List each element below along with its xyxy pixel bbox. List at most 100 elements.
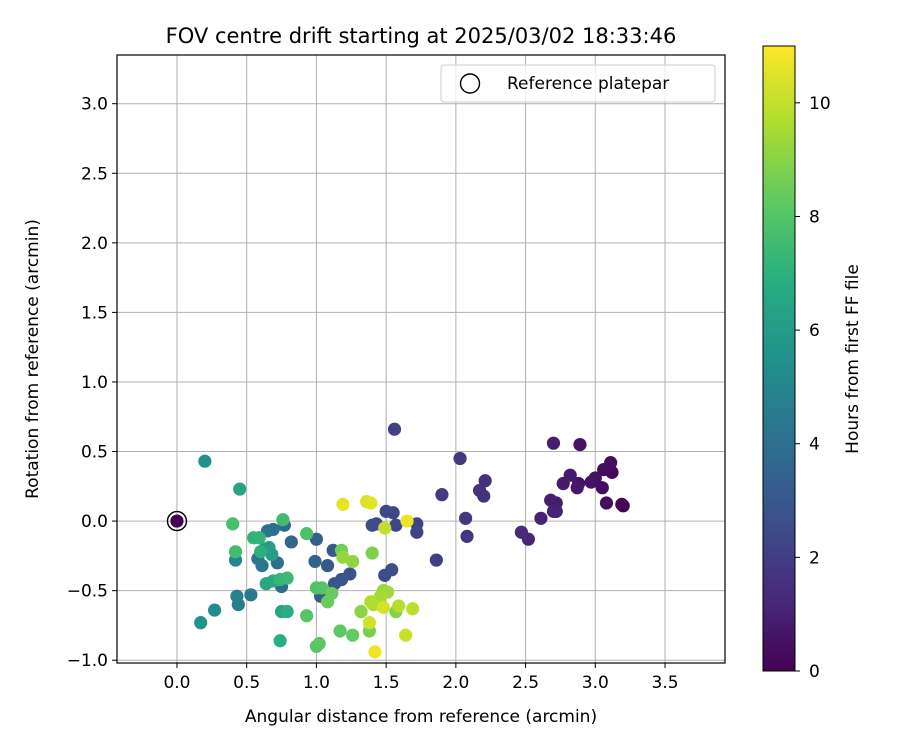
x-tick-label: 3.0	[582, 673, 609, 693]
data-point	[346, 628, 360, 642]
legend: Reference platepar	[440, 64, 716, 103]
legend-label: Reference platepar	[507, 74, 669, 94]
data-point	[230, 589, 244, 603]
x-axis-label: Angular distance from reference (arcmin)	[245, 707, 597, 727]
y-tick-label: 0.0	[81, 512, 108, 532]
data-point	[284, 535, 298, 549]
colorbar-tick-label: 10	[809, 94, 831, 114]
data-point	[429, 553, 443, 567]
data-point	[194, 616, 208, 630]
data-point	[198, 454, 212, 468]
data-point	[379, 504, 393, 518]
data-point	[308, 554, 322, 569]
x-tick-label: 0.0	[163, 673, 190, 693]
y-tick-label: −1.0	[67, 651, 108, 671]
data-point	[385, 563, 399, 577]
reference-marker	[166, 510, 188, 532]
data-point	[320, 595, 335, 609]
colorbar-tick-label: 0	[809, 662, 820, 682]
data-point	[435, 488, 449, 502]
reference-point	[170, 514, 184, 528]
chart-title: FOV centre drift starting at 2025/03/02 …	[166, 24, 677, 48]
data-point	[336, 497, 350, 511]
data-point	[472, 483, 487, 498]
colorbar-label: Hours from first FF file	[843, 264, 863, 454]
data-point	[252, 531, 266, 545]
colorbar-ticks: 0 2 4 6 8 10	[795, 94, 831, 682]
data-point	[362, 616, 377, 630]
y-tick-label: 0.5	[81, 443, 108, 463]
data-point	[599, 496, 614, 510]
data-point	[399, 628, 413, 642]
reference-ring	[166, 510, 188, 532]
y-tick-label: 2.5	[81, 164, 108, 184]
data-points	[194, 422, 630, 659]
x-tick-label: 1.5	[373, 673, 400, 693]
data-point	[336, 550, 350, 564]
data-point	[378, 521, 392, 535]
plot-frame	[116, 54, 726, 664]
data-point	[276, 513, 290, 527]
y-tick-label: 3.0	[81, 95, 108, 115]
data-point	[280, 571, 294, 585]
data-point	[254, 545, 268, 559]
data-point	[309, 532, 324, 546]
data-point	[453, 451, 467, 466]
data-point	[364, 496, 378, 510]
data-point	[387, 422, 402, 436]
legend-marker	[459, 73, 481, 94]
y-axis-label: Rotation from reference (arcmin)	[23, 219, 43, 499]
data-point	[233, 482, 247, 496]
data-point	[546, 436, 561, 450]
colorbar-tick-label: 6	[809, 321, 820, 341]
y-axis-ticks: −1.0 −0.5 0.0 0.5 1.0 1.5 2.0 2.5 3.0	[67, 95, 117, 671]
data-point	[364, 595, 378, 609]
data-point	[534, 511, 548, 525]
data-point	[570, 481, 584, 495]
data-point	[226, 517, 240, 531]
data-point	[376, 600, 390, 614]
data-point	[400, 514, 414, 528]
y-tick-label: 1.5	[81, 303, 108, 323]
data-point	[333, 624, 347, 638]
x-axis-ticks: 0.0 0.5 1.0 1.5 2.0 2.5 3.0 3.5	[163, 663, 679, 693]
data-point	[460, 529, 474, 543]
x-tick-label: 1.0	[303, 673, 330, 693]
data-point	[556, 476, 570, 491]
data-point	[597, 463, 611, 477]
data-point	[615, 497, 629, 511]
data-point	[478, 474, 492, 488]
data-point	[228, 545, 243, 559]
data-point	[573, 437, 587, 452]
y-tick-label: −0.5	[67, 582, 108, 602]
colorbar-tick-label: 8	[809, 207, 820, 227]
colorbar-gradient	[762, 45, 796, 672]
data-point	[244, 588, 258, 602]
data-point	[273, 634, 287, 648]
data-point	[315, 581, 329, 595]
data-point	[320, 559, 335, 573]
data-point	[300, 609, 314, 623]
grid-lines	[117, 55, 725, 663]
data-point	[544, 493, 558, 507]
data-point	[584, 475, 598, 489]
x-tick-label: 3.5	[652, 673, 679, 693]
data-point	[365, 518, 379, 532]
data-point	[365, 546, 379, 560]
colorbar-tick-label: 4	[809, 435, 820, 455]
data-point	[410, 525, 424, 539]
data-point	[389, 518, 403, 532]
colorbar-tick-label: 2	[809, 548, 820, 568]
data-point	[208, 603, 222, 617]
y-tick-label: 2.0	[81, 234, 108, 254]
data-point	[549, 504, 563, 518]
data-point	[514, 525, 529, 539]
x-tick-label: 2.5	[512, 673, 539, 693]
y-tick-label: 1.0	[81, 373, 108, 393]
x-tick-label: 0.5	[233, 673, 260, 693]
data-point	[354, 604, 368, 619]
data-point	[595, 481, 609, 495]
data-point	[280, 604, 294, 619]
data-point	[368, 645, 382, 659]
